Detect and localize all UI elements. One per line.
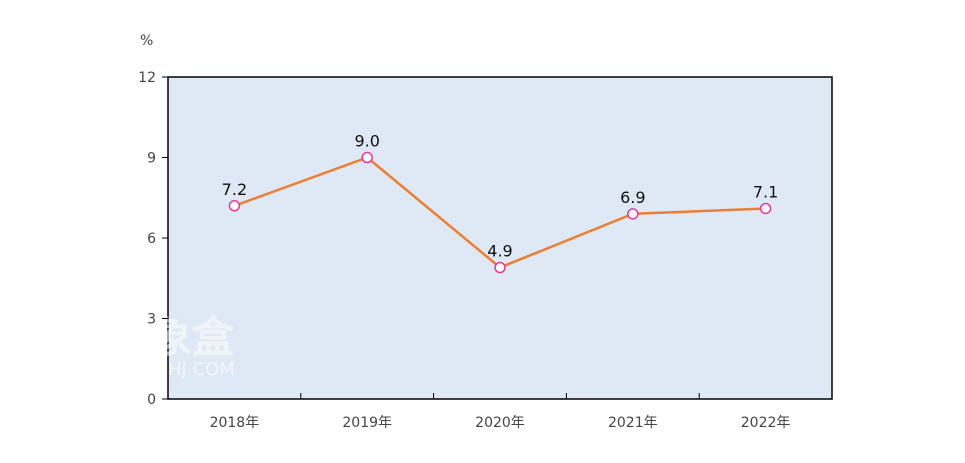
y-tick-label: 0 xyxy=(147,392,156,408)
watermark-sub-text: HJ.COM xyxy=(168,359,235,380)
data-label: 7.1 xyxy=(753,182,778,201)
y-tick-label: 3 xyxy=(147,312,156,328)
watermark-main-text: 象盒 xyxy=(150,313,235,362)
x-tick-label: 2022年 xyxy=(741,415,791,431)
data-point xyxy=(361,151,373,164)
x-tick-label: 2020年 xyxy=(475,415,525,431)
x-tick-label: 2021年 xyxy=(608,415,658,431)
data-label: 4.9 xyxy=(487,242,512,261)
data-label: 6.9 xyxy=(620,188,645,207)
data-point xyxy=(228,200,241,212)
watermark: 象盒 HJ.COM xyxy=(150,313,235,380)
x-tick-label: 2019年 xyxy=(342,415,392,431)
y-tick-label: 6 xyxy=(147,231,156,247)
y-tick-label: 9 xyxy=(147,151,156,167)
data-point xyxy=(627,208,639,220)
y-axis-unit-label: % xyxy=(140,33,153,49)
y-tick-label: 12 xyxy=(138,70,156,86)
data-label: 7.2 xyxy=(222,180,247,199)
plot-area xyxy=(167,76,833,400)
x-tick-label: 2018年 xyxy=(210,415,260,431)
data-point xyxy=(494,261,506,274)
axes: 0 3 6 9 12 2018年 2019年 2020年 2021年 2022年 xyxy=(138,70,790,431)
data-label: 9.0 xyxy=(354,132,379,151)
series-layer: 7.2 9.0 4.9 6.9 7.1 xyxy=(222,132,778,274)
data-point xyxy=(759,202,772,215)
